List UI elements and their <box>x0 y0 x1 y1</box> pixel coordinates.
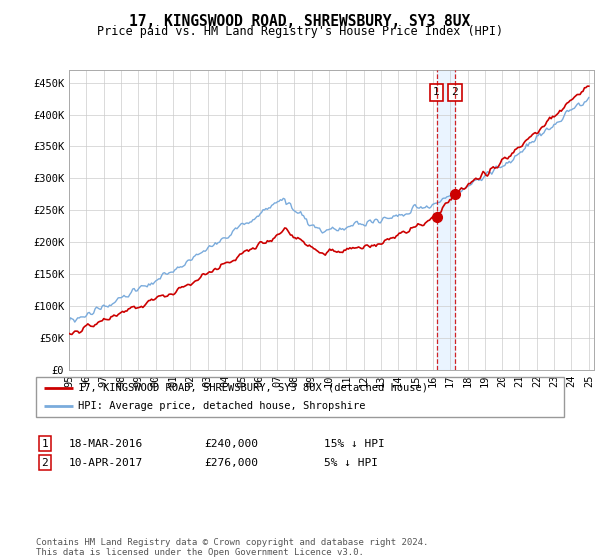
Text: Contains HM Land Registry data © Crown copyright and database right 2024.
This d: Contains HM Land Registry data © Crown c… <box>36 538 428 557</box>
Text: 2: 2 <box>41 458 49 468</box>
Text: 5% ↓ HPI: 5% ↓ HPI <box>324 458 378 468</box>
Text: £276,000: £276,000 <box>204 458 258 468</box>
Text: Price paid vs. HM Land Registry's House Price Index (HPI): Price paid vs. HM Land Registry's House … <box>97 25 503 38</box>
Text: 1: 1 <box>41 438 49 449</box>
Text: 15% ↓ HPI: 15% ↓ HPI <box>324 438 385 449</box>
Text: 1: 1 <box>433 87 440 97</box>
Bar <box>437 70 455 370</box>
Text: £240,000: £240,000 <box>204 438 258 449</box>
Text: 17, KINGSWOOD ROAD, SHREWSBURY, SY3 8UX: 17, KINGSWOOD ROAD, SHREWSBURY, SY3 8UX <box>130 14 470 29</box>
Text: 2: 2 <box>451 87 458 97</box>
Text: 10-APR-2017: 10-APR-2017 <box>69 458 143 468</box>
Text: 17, KINGSWOOD ROAD, SHREWSBURY, SY3 8UX (detached house): 17, KINGSWOOD ROAD, SHREWSBURY, SY3 8UX … <box>78 383 428 393</box>
Text: 18-MAR-2016: 18-MAR-2016 <box>69 438 143 449</box>
Text: HPI: Average price, detached house, Shropshire: HPI: Average price, detached house, Shro… <box>78 402 366 411</box>
